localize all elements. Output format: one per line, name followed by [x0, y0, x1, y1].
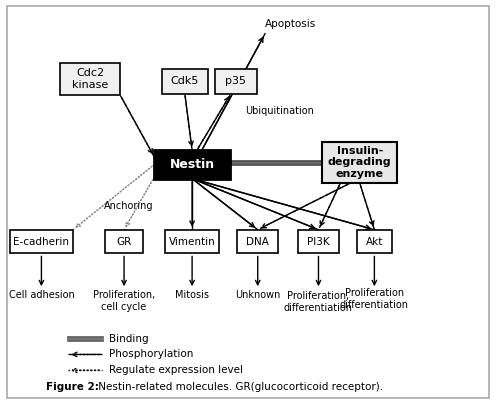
Text: Akt: Akt — [366, 237, 383, 246]
Text: Proliferation,
differentiation: Proliferation, differentiation — [284, 291, 353, 313]
Text: Mitosis: Mitosis — [175, 290, 209, 300]
FancyBboxPatch shape — [237, 230, 278, 253]
Text: Unknown: Unknown — [235, 290, 280, 300]
Text: PI3K: PI3K — [307, 237, 330, 246]
Text: Nestin-related molecules. GR(glucocorticoid receptor).: Nestin-related molecules. GR(glucocortic… — [95, 382, 383, 392]
Text: E-cadherin: E-cadherin — [13, 237, 69, 246]
Text: Cdk5: Cdk5 — [171, 76, 199, 86]
FancyBboxPatch shape — [154, 150, 230, 179]
FancyBboxPatch shape — [105, 230, 143, 253]
Text: Proliferation,
cell cycle: Proliferation, cell cycle — [93, 290, 155, 312]
Text: Proliferation
differentiation: Proliferation differentiation — [340, 288, 409, 310]
Text: DNA: DNA — [247, 237, 269, 246]
Text: Insulin-
degrading
enzyme: Insulin- degrading enzyme — [328, 146, 392, 179]
Text: Nestin: Nestin — [170, 158, 215, 171]
FancyBboxPatch shape — [215, 69, 256, 93]
Text: Figure 2:: Figure 2: — [46, 382, 99, 392]
Text: Apoptosis: Apoptosis — [265, 19, 316, 29]
FancyBboxPatch shape — [10, 230, 73, 253]
Text: Regulate expression level: Regulate expression level — [110, 365, 244, 375]
Text: Vimentin: Vimentin — [169, 237, 215, 246]
Text: Anchoring: Anchoring — [104, 201, 154, 211]
Text: GR: GR — [117, 237, 131, 246]
FancyBboxPatch shape — [162, 69, 208, 93]
Text: Cdc2
kinase: Cdc2 kinase — [72, 68, 108, 90]
Text: Binding: Binding — [110, 334, 149, 343]
Text: p35: p35 — [225, 76, 247, 86]
FancyBboxPatch shape — [357, 230, 392, 253]
Text: Phosphorylation: Phosphorylation — [110, 349, 194, 360]
FancyBboxPatch shape — [60, 63, 121, 95]
FancyBboxPatch shape — [298, 230, 339, 253]
FancyBboxPatch shape — [322, 142, 397, 183]
Text: Cell adhesion: Cell adhesion — [8, 290, 74, 300]
Text: Ubiquitination: Ubiquitination — [246, 106, 314, 116]
FancyBboxPatch shape — [165, 230, 219, 253]
